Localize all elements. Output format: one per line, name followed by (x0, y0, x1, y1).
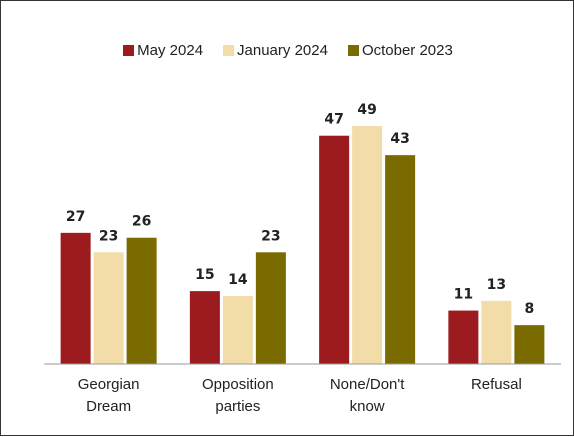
data-labels-group: 27 23 26 15 14 23 47 49 43 11 13 8 (66, 102, 534, 317)
category-label-0-1: Dream (86, 398, 131, 415)
bar-0-2 (319, 135, 350, 364)
bars-group (60, 126, 545, 364)
legend-item-october-2023: October 2023 (347, 42, 453, 59)
legend-label-may-2024: May 2024 (137, 42, 204, 59)
legend: May 2024 January 2024 October 2023 (1, 42, 574, 59)
legend-item-january-2024: January 2024 (223, 42, 328, 59)
legend-label-october-2023: October 2023 (361, 42, 453, 59)
bar-1-2 (352, 126, 383, 364)
data-label-0-3: 11 (454, 287, 473, 303)
bar-0-0 (60, 232, 91, 364)
bar-1-0 (93, 252, 124, 364)
category-label-1-1: parties (215, 398, 260, 415)
legend-item-may-2024: May 2024 (123, 42, 203, 59)
data-label-1-3: 13 (487, 277, 506, 293)
category-label-0-0: Georgian (78, 376, 140, 393)
bar-2-0 (126, 237, 157, 364)
category-label-3-0: Refusal (471, 376, 522, 393)
bar-2-1 (255, 252, 286, 364)
legend-swatch-october-2023 (347, 45, 359, 56)
category-labels-group: Georgian Dream Opposition parties None/Don't… (78, 376, 522, 415)
data-label-0-1: 15 (195, 267, 214, 283)
data-label-1-1: 14 (228, 272, 248, 288)
bar-1-3 (481, 300, 512, 364)
category-label-2-0: None/Don't (330, 376, 405, 393)
bar-0-3 (448, 310, 479, 364)
data-label-0-2: 47 (324, 112, 343, 128)
bar-0-1 (189, 291, 220, 364)
data-label-1-0: 23 (99, 228, 118, 244)
data-label-2-2: 43 (390, 131, 409, 147)
legend-label-january-2024: January 2024 (237, 42, 328, 59)
data-label-2-3: 8 (525, 301, 535, 317)
data-label-0-0: 27 (66, 209, 85, 225)
bar-2-3 (514, 325, 545, 364)
bar-2-2 (385, 155, 416, 364)
category-label-2-1: know (350, 398, 385, 415)
data-label-1-2: 49 (357, 102, 376, 118)
bar-1-1 (222, 296, 253, 364)
data-label-2-0: 26 (132, 214, 151, 230)
legend-swatch-may-2024 (123, 45, 135, 56)
legend-swatch-january-2024 (223, 45, 235, 56)
data-label-2-1: 23 (261, 228, 280, 244)
category-label-1-0: Opposition (202, 376, 274, 393)
